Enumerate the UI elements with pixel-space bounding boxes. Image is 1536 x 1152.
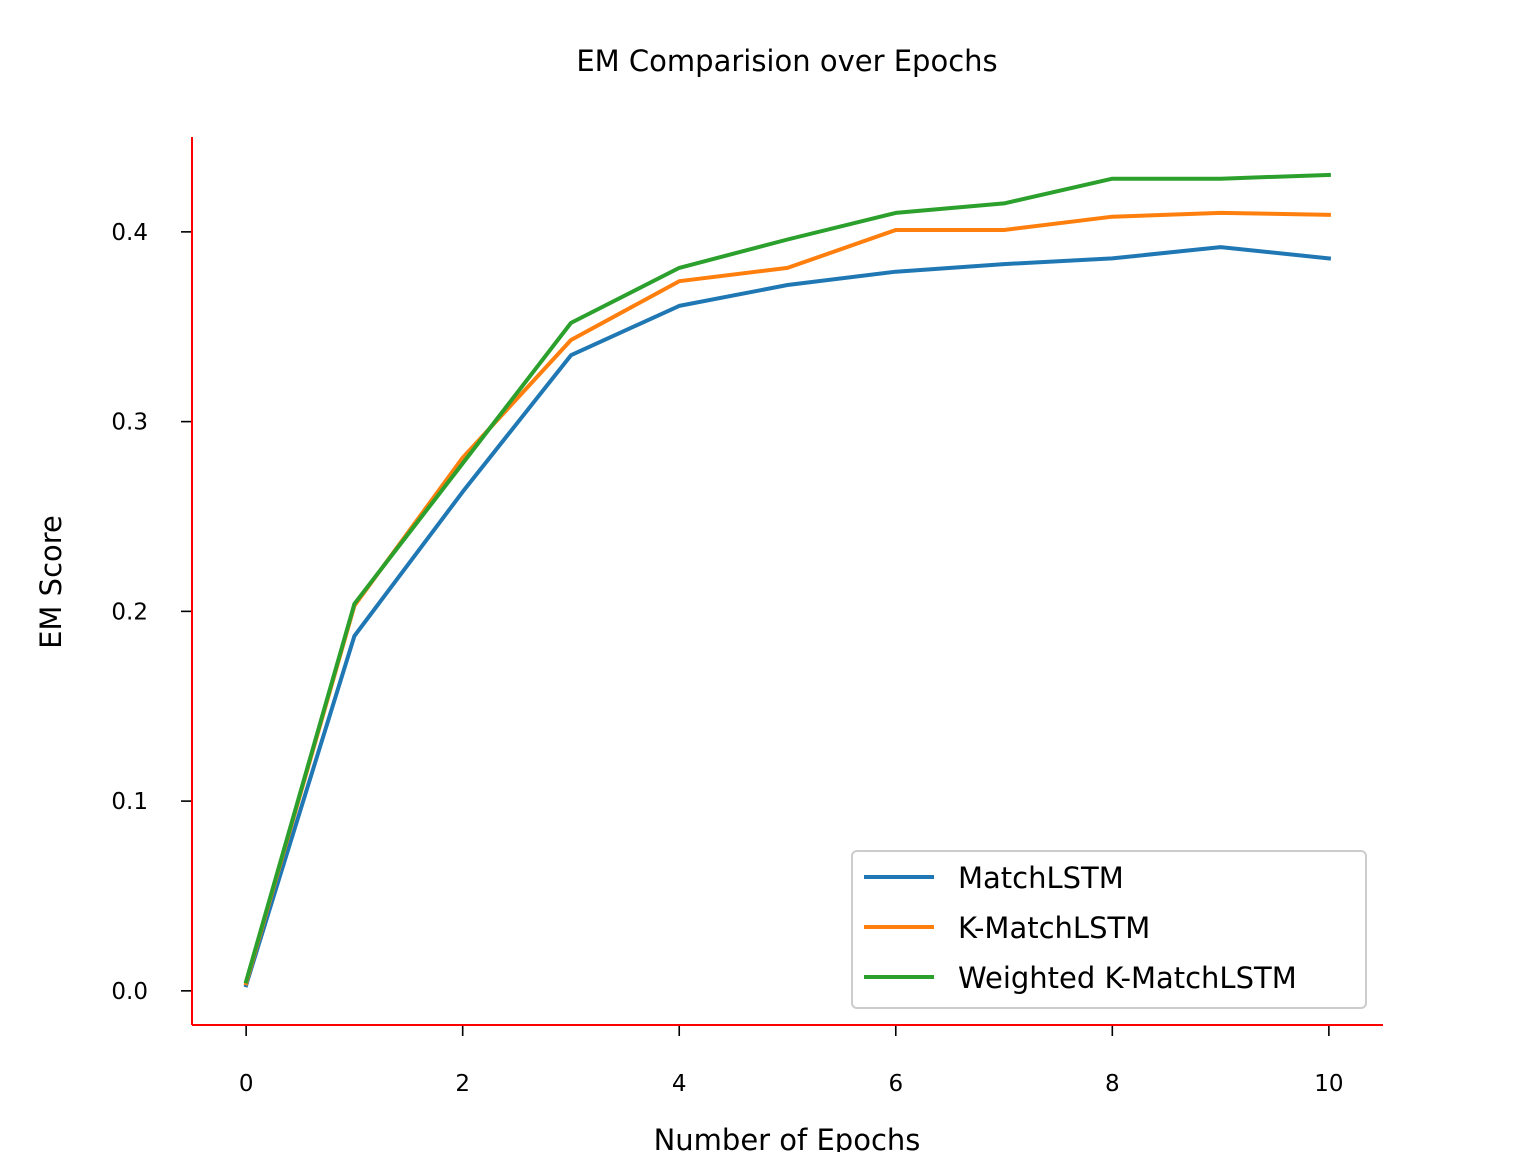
y-tick-label: 0.0 (111, 979, 148, 1005)
chart-title: EM Comparision over Epochs (576, 44, 997, 78)
y-axis-label: EM Score (34, 515, 68, 649)
legend-box (851, 850, 1367, 1009)
legend-label: Weighted K-MatchLSTM (958, 961, 1297, 995)
y-tick-label: 0.3 (111, 410, 148, 436)
y-tick-label: 0.4 (111, 220, 148, 246)
x-axis-ticks: 0 2 4 6 8 10 (239, 1025, 1344, 1097)
x-tick-label: 8 (1105, 1071, 1120, 1097)
legend-label: MatchLSTM (958, 861, 1124, 895)
legend-label: K-MatchLSTM (958, 911, 1150, 945)
x-tick-label: 6 (888, 1071, 903, 1097)
x-tick-label: 10 (1314, 1071, 1343, 1097)
x-tick-label: 0 (239, 1071, 254, 1097)
x-tick-label: 4 (672, 1071, 687, 1097)
series-line-3 (243, 172, 1331, 984)
x-tick-label: 2 (455, 1071, 470, 1097)
series-line-1 (243, 245, 1332, 988)
x-axis-label: Number of Epochs (654, 1123, 921, 1152)
legend: MatchLSTM K-MatchLSTM Weighted K-MatchLSTM (851, 850, 1367, 1009)
series-lines (243, 172, 1332, 988)
y-tick-label: 0.2 (111, 599, 148, 625)
y-tick-label: 0.1 (111, 789, 148, 815)
y-axis-ticks: 0.0 0.1 0.2 0.3 0.4 (111, 220, 192, 1005)
